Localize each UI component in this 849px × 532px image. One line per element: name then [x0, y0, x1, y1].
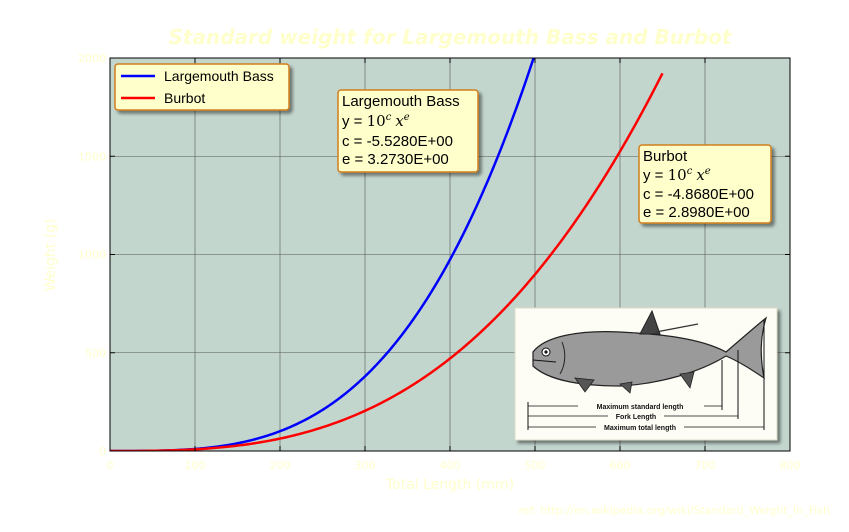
annotation-c-value: c = -5.5280E+00	[342, 133, 453, 150]
annotation-title: Burbot	[643, 148, 688, 165]
formula-x: x	[395, 112, 404, 130]
legend-item-largemouth: Largemouth Bass	[164, 68, 274, 84]
y-tick-label: 2000	[78, 52, 106, 65]
source-note: ref: http://en.wikipedia.org/wiki/Standa…	[519, 504, 830, 517]
annotation-burbot: Burbot y = 10c xe c = -4.8680E+00 e = 2.8…	[638, 144, 772, 224]
label-bg	[608, 412, 664, 421]
x-tick-label: 400	[440, 459, 461, 472]
fish-icon	[532, 309, 768, 394]
chart-title: Standard weight for Largemouth Bass and …	[169, 25, 733, 49]
annotation-title: Largemouth Bass	[342, 93, 460, 110]
series-line-burbot	[110, 72, 664, 451]
y-tick-labels: 0 500 1000 1500 2000	[78, 52, 106, 458]
y-axis-label: Weight (g)	[43, 218, 59, 291]
label-bg	[578, 402, 704, 411]
annotation-box	[638, 144, 772, 224]
formula-base: 10	[668, 166, 687, 184]
label-bg	[596, 423, 684, 432]
formula-exp-e: e	[404, 112, 410, 123]
annotation-e-value: e = 2.8980E+00	[643, 204, 750, 221]
y-tick-label: 500	[85, 347, 106, 360]
x-tick-label: 500	[525, 459, 546, 472]
annotation-box	[337, 89, 479, 173]
label-standard-length: Maximum standard length	[597, 404, 684, 411]
legend-box	[114, 63, 290, 111]
x-tick-label: 100	[185, 459, 206, 472]
annotation-e-value: e = 3.2730E+00	[342, 151, 449, 168]
formula-x: x	[696, 166, 705, 184]
legend-item-burbot: Burbot	[164, 90, 205, 106]
y-tick-label: 1500	[78, 150, 106, 163]
x-tick-label: 200	[270, 459, 291, 472]
formula-exp-e: e	[705, 166, 711, 177]
x-tick-label: 700	[695, 459, 716, 472]
x-tick-label: 300	[355, 459, 376, 472]
label-total-length: Maximum total length	[604, 425, 676, 432]
x-tick-label: 800	[780, 459, 801, 472]
annotation-formula: y = 10c xe	[342, 112, 410, 130]
formula-base: 10	[367, 112, 386, 130]
formula-exp-c: c	[687, 166, 693, 177]
x-tick-label: 0	[107, 459, 114, 472]
formula-prefix: y =	[342, 113, 367, 130]
x-tick-label: 600	[610, 459, 631, 472]
x-tick-labels: 0 100 200 300 400 500 600 700 800	[107, 459, 801, 472]
series-lines	[110, 58, 664, 451]
annotation-c-value: c = -4.8680E+00	[643, 186, 754, 203]
x-axis-label: Total Length (mm)	[385, 477, 514, 493]
label-fork-length: Fork Length	[616, 414, 656, 421]
annotation-formula: y = 10c xe	[643, 166, 711, 184]
formula-prefix: y =	[643, 167, 668, 184]
formula-exp-c: c	[386, 112, 392, 123]
legend: Largemouth Bass Burbot	[114, 63, 290, 111]
axis-ticks	[109, 57, 791, 452]
fish-illustration: Maximum standard length Fork Length Maxi…	[514, 307, 778, 441]
y-tick-label: 1000	[78, 249, 106, 262]
annotation-largemouth: Largemouth Bass y = 10c xe c = -5.5280E+0…	[337, 89, 479, 173]
y-tick-label: 0	[99, 445, 106, 458]
